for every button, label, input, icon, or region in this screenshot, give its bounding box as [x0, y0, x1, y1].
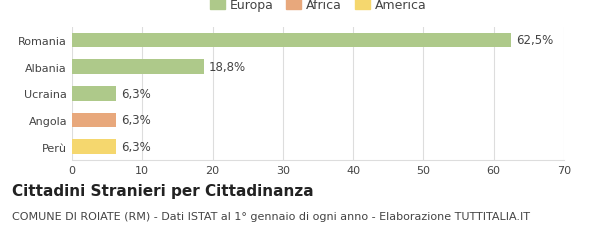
- Text: COMUNE DI ROIATE (RM) - Dati ISTAT al 1° gennaio di ogni anno - Elaborazione TUT: COMUNE DI ROIATE (RM) - Dati ISTAT al 1°…: [12, 211, 530, 221]
- Text: 6,3%: 6,3%: [121, 114, 151, 127]
- Bar: [72, 87, 116, 101]
- Bar: [72, 60, 204, 75]
- Text: Cittadini Stranieri per Cittadinanza: Cittadini Stranieri per Cittadinanza: [12, 183, 314, 198]
- Legend: Europa, Africa, America: Europa, Africa, America: [205, 0, 431, 17]
- Bar: [72, 33, 511, 48]
- Text: 6,3%: 6,3%: [121, 87, 151, 100]
- Text: 62,5%: 62,5%: [516, 34, 553, 47]
- Text: 18,8%: 18,8%: [209, 61, 246, 74]
- Bar: [72, 140, 116, 154]
- Text: 6,3%: 6,3%: [121, 141, 151, 153]
- Bar: [72, 113, 116, 128]
